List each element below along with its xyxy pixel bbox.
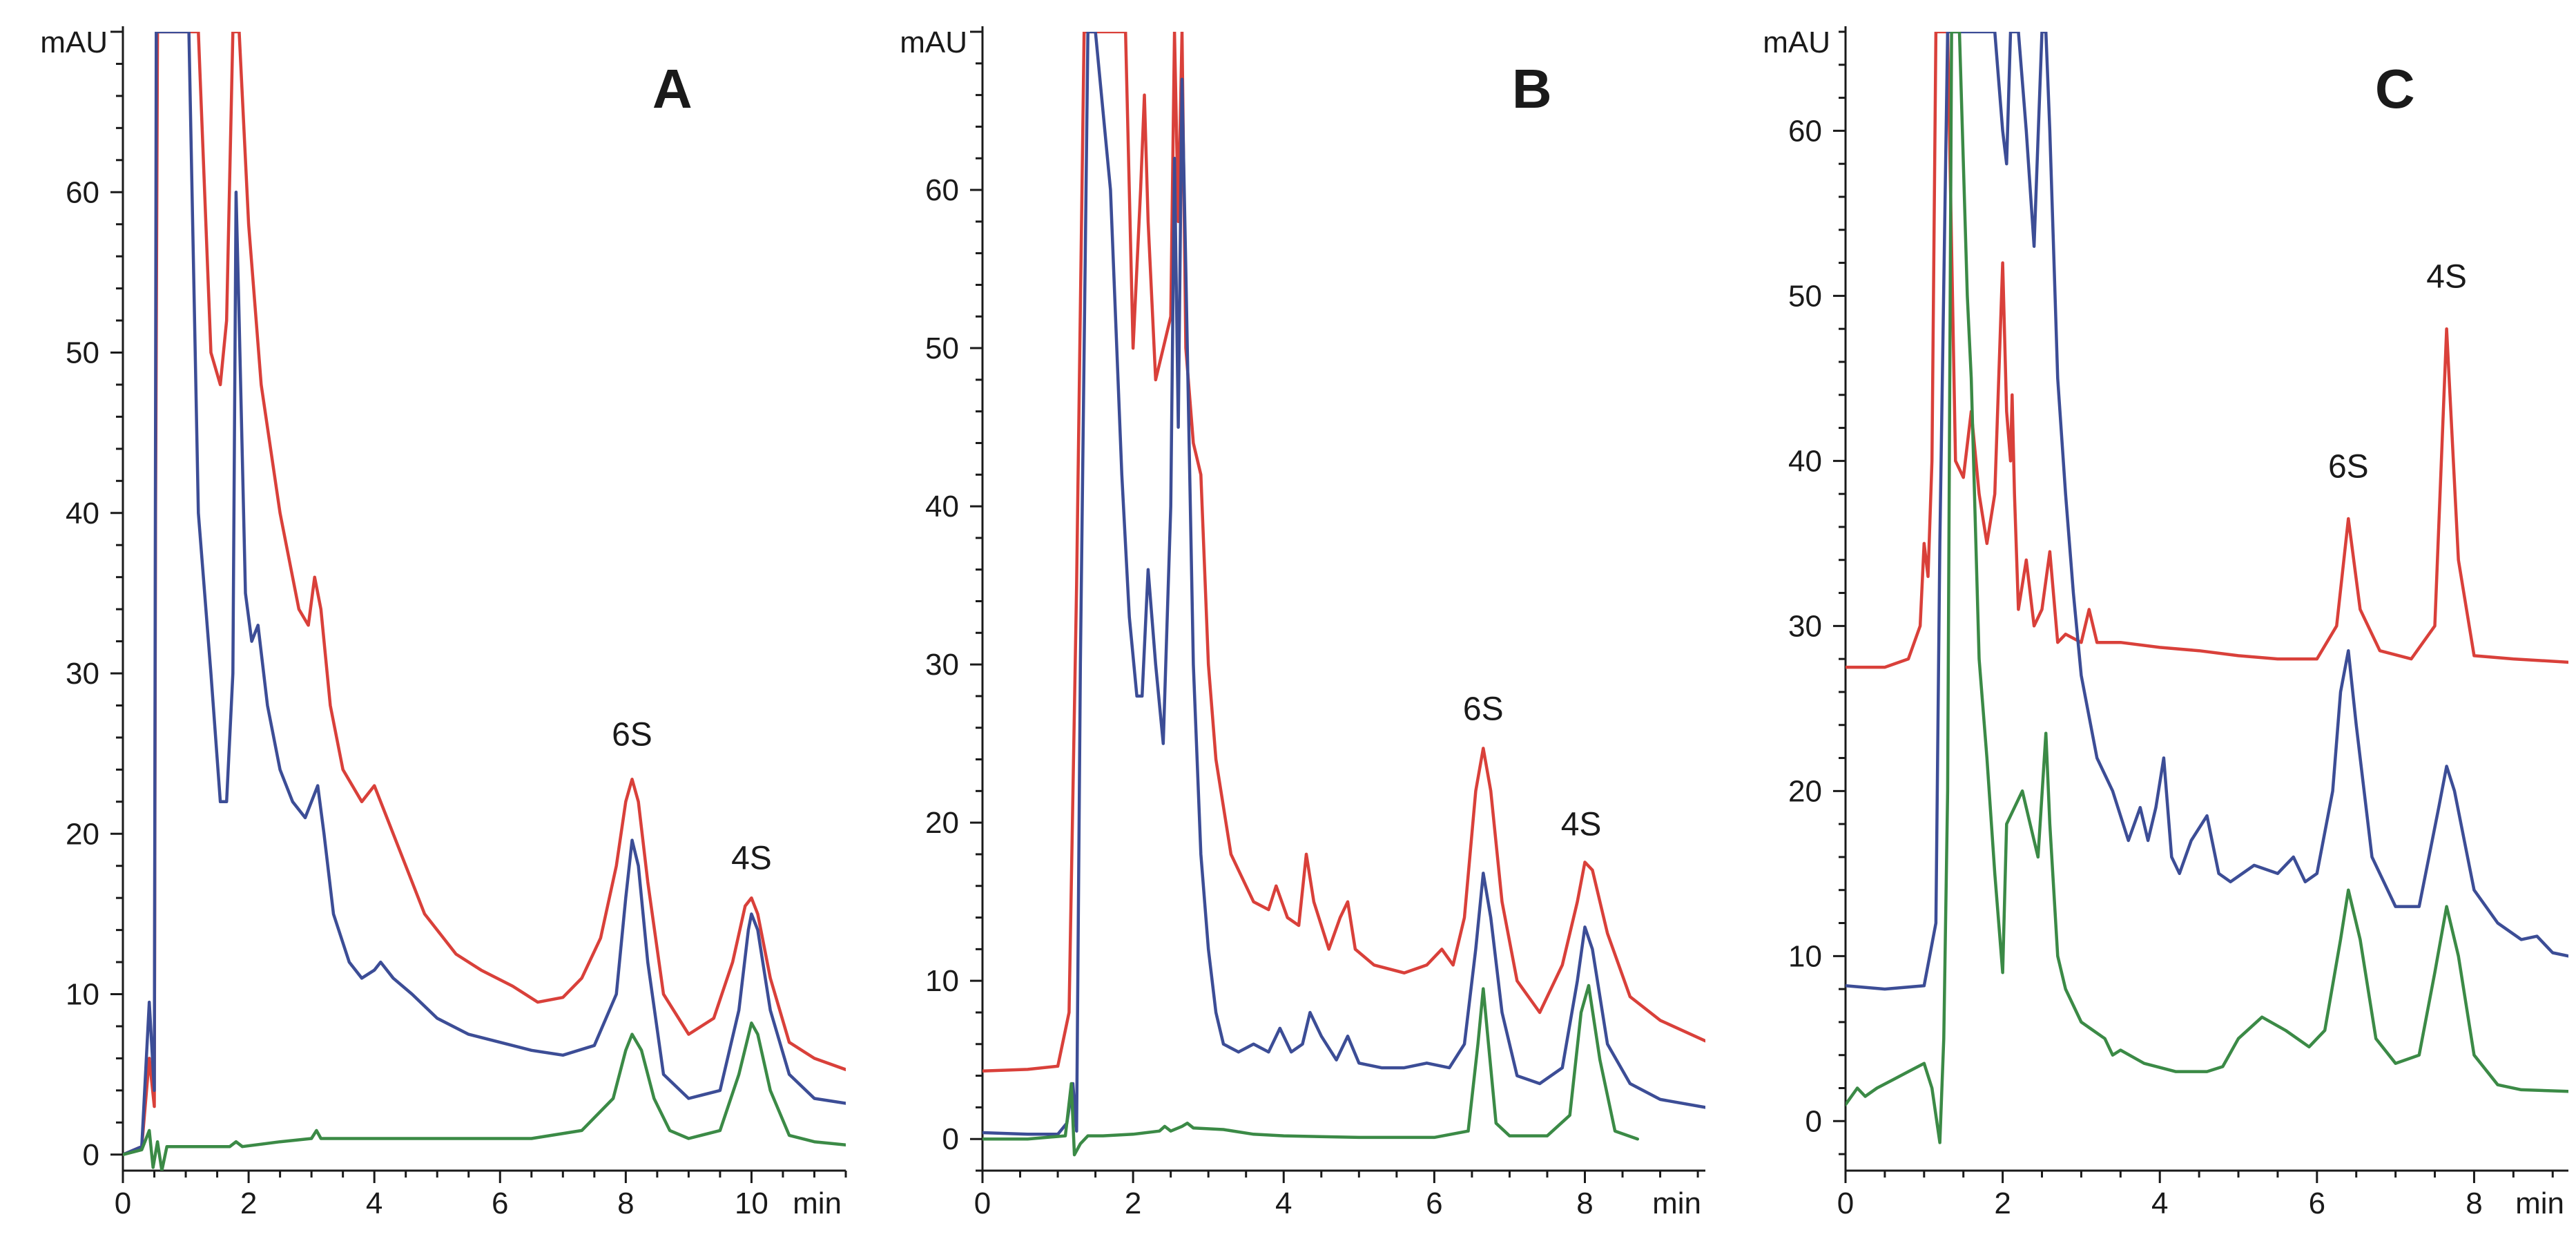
y-tick-label: 40 [1788, 444, 1822, 478]
panel-c: 0 10 20 30 40 50 60 0 2 4 6 8 mAU min C 6S 4S [1763, 26, 2568, 1220]
x-tick-label: 4 [366, 1187, 382, 1220]
y-tick-label: 50 [1788, 279, 1822, 313]
y-tick-label: 0 [1805, 1104, 1822, 1138]
traces [1846, 32, 2568, 1144]
y-tick-label: 30 [1788, 609, 1822, 643]
y-tick-label: 0 [83, 1138, 99, 1172]
x-tick-label: 4 [2151, 1187, 2168, 1220]
panel-b: 0 10 20 30 40 50 60 0 2 4 6 8 mAU min B 6S 4S [900, 26, 1705, 1220]
x-tick-label: 6 [492, 1187, 508, 1220]
y-unit-label: mAU [40, 26, 108, 59]
y-tick-label: 10 [1788, 939, 1822, 973]
panel-a: 0 10 20 30 40 50 60 0 2 4 6 8 10 mAU min A 6S 4S [40, 26, 847, 1220]
x-tick-label: 8 [2466, 1187, 2482, 1220]
series-blue-line [982, 32, 1705, 1136]
x-unit-label: min [2515, 1187, 2564, 1220]
y-tick-label: 20 [1788, 774, 1822, 808]
x-unit-label: min [1652, 1187, 1701, 1220]
series-blue-line [1846, 32, 2568, 991]
series-red-line [123, 32, 846, 1157]
y-unit-label: mAU [1763, 26, 1830, 59]
peak-label-4s: 4S [2426, 258, 2467, 295]
y-tick-label: 50 [66, 336, 99, 370]
y-tick-label: 0 [942, 1122, 959, 1156]
x-tick-label: 0 [115, 1187, 131, 1220]
y-tick-label: 60 [1788, 114, 1822, 148]
x-tick-label: 2 [240, 1187, 257, 1220]
series-red-line [1846, 32, 2568, 669]
y-tick-label: 50 [925, 332, 959, 365]
traces [982, 32, 1705, 1157]
x-tick-label: 0 [1837, 1187, 1854, 1220]
y-tick-label: 20 [66, 817, 99, 851]
peak-label-6s: 6S [1463, 691, 1504, 727]
y-tick-label: 30 [925, 648, 959, 682]
x-unit-label: min [793, 1187, 842, 1220]
peak-label-4s: 4S [1561, 806, 1602, 843]
series-green-line [1846, 32, 2568, 1144]
peak-label-6s: 6S [612, 717, 652, 753]
series-red-line [982, 32, 1705, 1073]
y-tick-label: 30 [66, 657, 99, 691]
x-tick-label: 8 [617, 1187, 634, 1220]
y-unit-label: mAU [900, 26, 967, 59]
x-tick-label: 2 [1994, 1187, 2011, 1220]
traces [123, 32, 846, 1171]
series-green-line [123, 1021, 846, 1171]
x-tick-label: 4 [1275, 1187, 1292, 1220]
x-tick-label: 6 [2309, 1187, 2325, 1220]
peak-label-4s: 4S [731, 840, 772, 876]
x-tick-label: 8 [1576, 1187, 1593, 1220]
series-blue-line [123, 32, 846, 1157]
y-tick-label: 40 [925, 490, 959, 524]
series-green-line [982, 983, 1640, 1157]
y-tick-label: 40 [66, 497, 99, 530]
y-tick-label: 10 [925, 964, 959, 998]
x-tick-label: 2 [1125, 1187, 1141, 1220]
panel-label: C [2375, 58, 2415, 119]
y-tick-label: 10 [66, 978, 99, 1012]
panel-label: A [652, 58, 693, 119]
x-tick-label: 10 [735, 1187, 768, 1220]
x-tick-label: 6 [1426, 1187, 1442, 1220]
peak-label-6s: 6S [2328, 448, 2369, 485]
y-tick-label: 20 [925, 806, 959, 840]
y-tick-label: 60 [925, 173, 959, 207]
panel-label: B [1512, 58, 1552, 119]
y-tick-label: 60 [66, 175, 99, 209]
x-tick-label: 0 [974, 1187, 991, 1220]
